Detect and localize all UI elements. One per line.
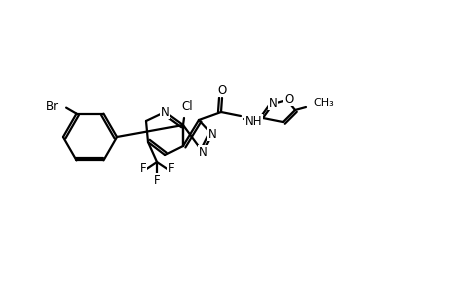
Text: N: N bbox=[207, 128, 216, 140]
Text: N: N bbox=[268, 97, 277, 110]
Text: F: F bbox=[153, 173, 160, 187]
Text: N: N bbox=[160, 106, 169, 118]
Text: N: N bbox=[198, 146, 207, 158]
Text: NH: NH bbox=[245, 115, 262, 128]
Text: F: F bbox=[140, 161, 146, 175]
Text: CH₃: CH₃ bbox=[312, 98, 333, 108]
Text: Br: Br bbox=[46, 100, 59, 113]
Text: O: O bbox=[217, 83, 226, 97]
Text: Cl: Cl bbox=[181, 100, 192, 112]
Text: F: F bbox=[168, 161, 174, 175]
Text: O: O bbox=[284, 92, 293, 106]
